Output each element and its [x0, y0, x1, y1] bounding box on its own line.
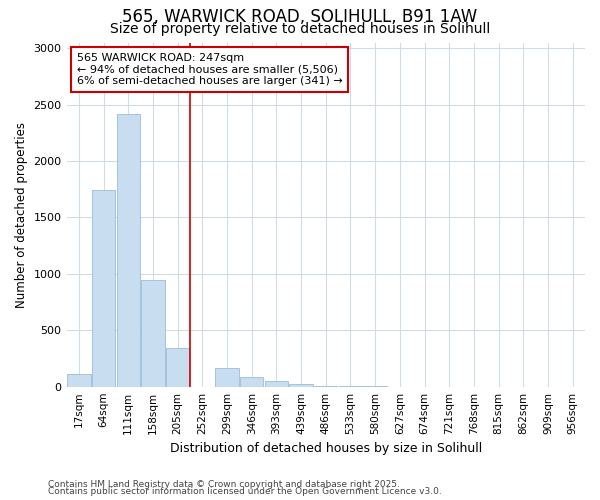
- Bar: [166, 348, 190, 387]
- Bar: [289, 384, 313, 386]
- Text: 565, WARWICK ROAD, SOLIHULL, B91 1AW: 565, WARWICK ROAD, SOLIHULL, B91 1AW: [122, 8, 478, 26]
- Y-axis label: Number of detached properties: Number of detached properties: [15, 122, 28, 308]
- Bar: [116, 114, 140, 386]
- Bar: [240, 378, 263, 386]
- Text: 565 WARWICK ROAD: 247sqm
← 94% of detached houses are smaller (5,506)
6% of semi: 565 WARWICK ROAD: 247sqm ← 94% of detach…: [77, 53, 343, 86]
- X-axis label: Distribution of detached houses by size in Solihull: Distribution of detached houses by size …: [170, 442, 482, 455]
- Bar: [67, 374, 91, 386]
- Text: Contains HM Land Registry data © Crown copyright and database right 2025.: Contains HM Land Registry data © Crown c…: [48, 480, 400, 489]
- Bar: [265, 381, 288, 386]
- Bar: [92, 190, 115, 386]
- Bar: [215, 368, 239, 386]
- Bar: [141, 280, 164, 386]
- Text: Contains public sector information licensed under the Open Government Licence v3: Contains public sector information licen…: [48, 487, 442, 496]
- Text: Size of property relative to detached houses in Solihull: Size of property relative to detached ho…: [110, 22, 490, 36]
